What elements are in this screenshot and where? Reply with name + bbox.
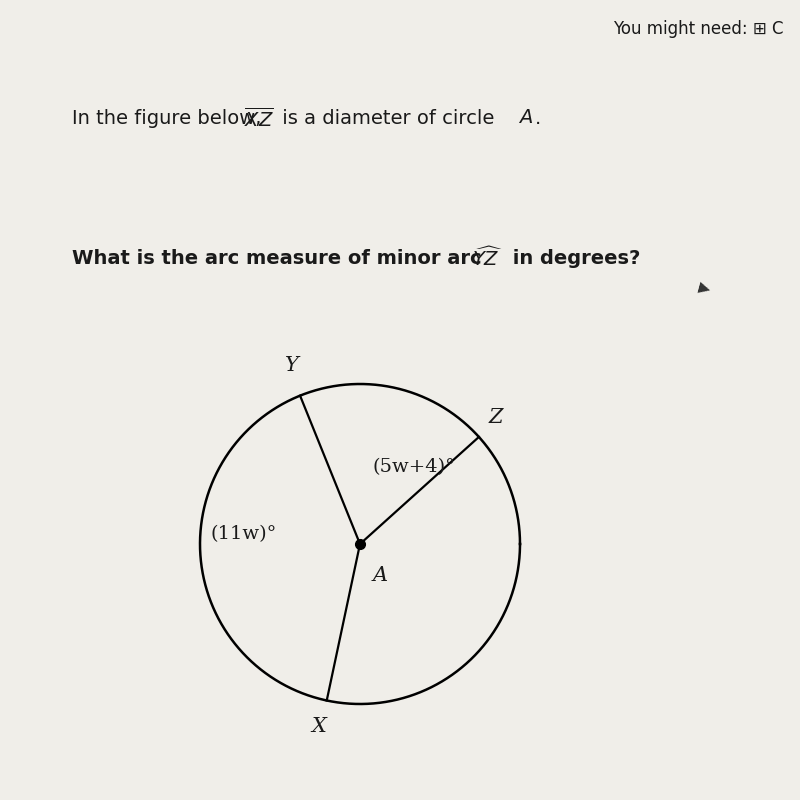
Text: .: . — [534, 109, 541, 128]
Text: $\overline{XZ}$: $\overline{XZ}$ — [244, 106, 274, 130]
Text: $\mathit{A}$: $\mathit{A}$ — [518, 110, 534, 127]
Text: What is the arc measure of minor arc: What is the arc measure of minor arc — [72, 249, 488, 268]
Text: Z: Z — [489, 407, 503, 426]
Text: You might need: ⊞ C: You might need: ⊞ C — [614, 20, 784, 38]
Text: X: X — [311, 717, 326, 736]
Text: ▶: ▶ — [696, 279, 712, 297]
Text: Y: Y — [285, 356, 299, 375]
Text: In the figure below,: In the figure below, — [72, 109, 268, 128]
Text: is a diameter of circle: is a diameter of circle — [276, 109, 501, 128]
Text: (5w+4)°: (5w+4)° — [373, 458, 456, 477]
Text: $\widehat{YZ}$: $\widehat{YZ}$ — [472, 246, 502, 270]
Text: (11w)°: (11w)° — [210, 526, 277, 543]
Text: A: A — [373, 566, 388, 586]
Text: in degrees?: in degrees? — [506, 249, 640, 268]
